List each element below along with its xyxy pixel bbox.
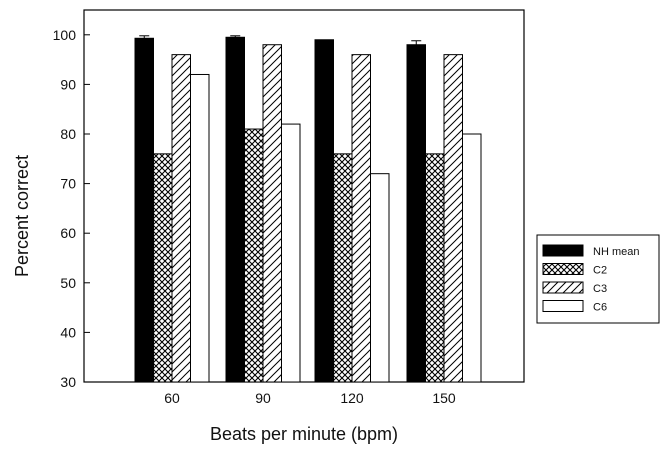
bar-nh-mean-120 [314,39,334,383]
y-axis-label: Percent correct [12,155,32,277]
legend-swatch-c6 [542,300,584,312]
x-tick-label: 120 [340,390,364,406]
y-tick-label: 30 [60,374,76,390]
plot-frame [83,9,525,383]
bar-c6-60 [190,73,210,383]
legend-label: C3 [593,283,607,295]
bar-c2-60 [153,153,173,383]
legend-label: NH mean [593,246,639,258]
legend-swatch-nh-mean [542,244,584,257]
x-tick-label: 90 [255,390,271,406]
bar-c3-90 [262,44,282,383]
legend: NH mean C2 C3 C6 [536,234,660,324]
bar-c6-120 [370,173,390,383]
legend-label: C2 [593,265,607,277]
bar-nh-mean-150 [406,44,426,383]
y-tick-label: 90 [60,76,76,92]
bar-c2-150 [425,153,445,383]
x-tick-label: 150 [432,390,456,406]
x-tick-label: 60 [164,390,180,406]
bar-c3-60 [171,54,191,383]
bar-nh-mean-90 [225,36,245,383]
y-tick-label: 50 [60,275,76,291]
y-tick-label: 40 [60,324,76,340]
bar-c3-120 [351,54,371,383]
y-tick-label: 100 [53,27,77,43]
bar-c6-150 [462,133,482,383]
bar-c2-90 [244,128,264,383]
bar-c3-150 [443,54,463,383]
y-tick-label: 80 [60,126,76,142]
bar-nh-mean-60 [134,37,154,383]
legend-swatch-c2 [542,263,584,275]
legend-swatch-c3 [542,281,584,294]
x-axis-label: Beats per minute (bpm) [210,424,398,444]
legend-label: C6 [593,302,607,314]
y-tick-label: 60 [60,225,76,241]
bar-c2-120 [333,153,353,383]
y-tick-label: 70 [60,176,76,192]
bar-c6-90 [281,123,301,383]
